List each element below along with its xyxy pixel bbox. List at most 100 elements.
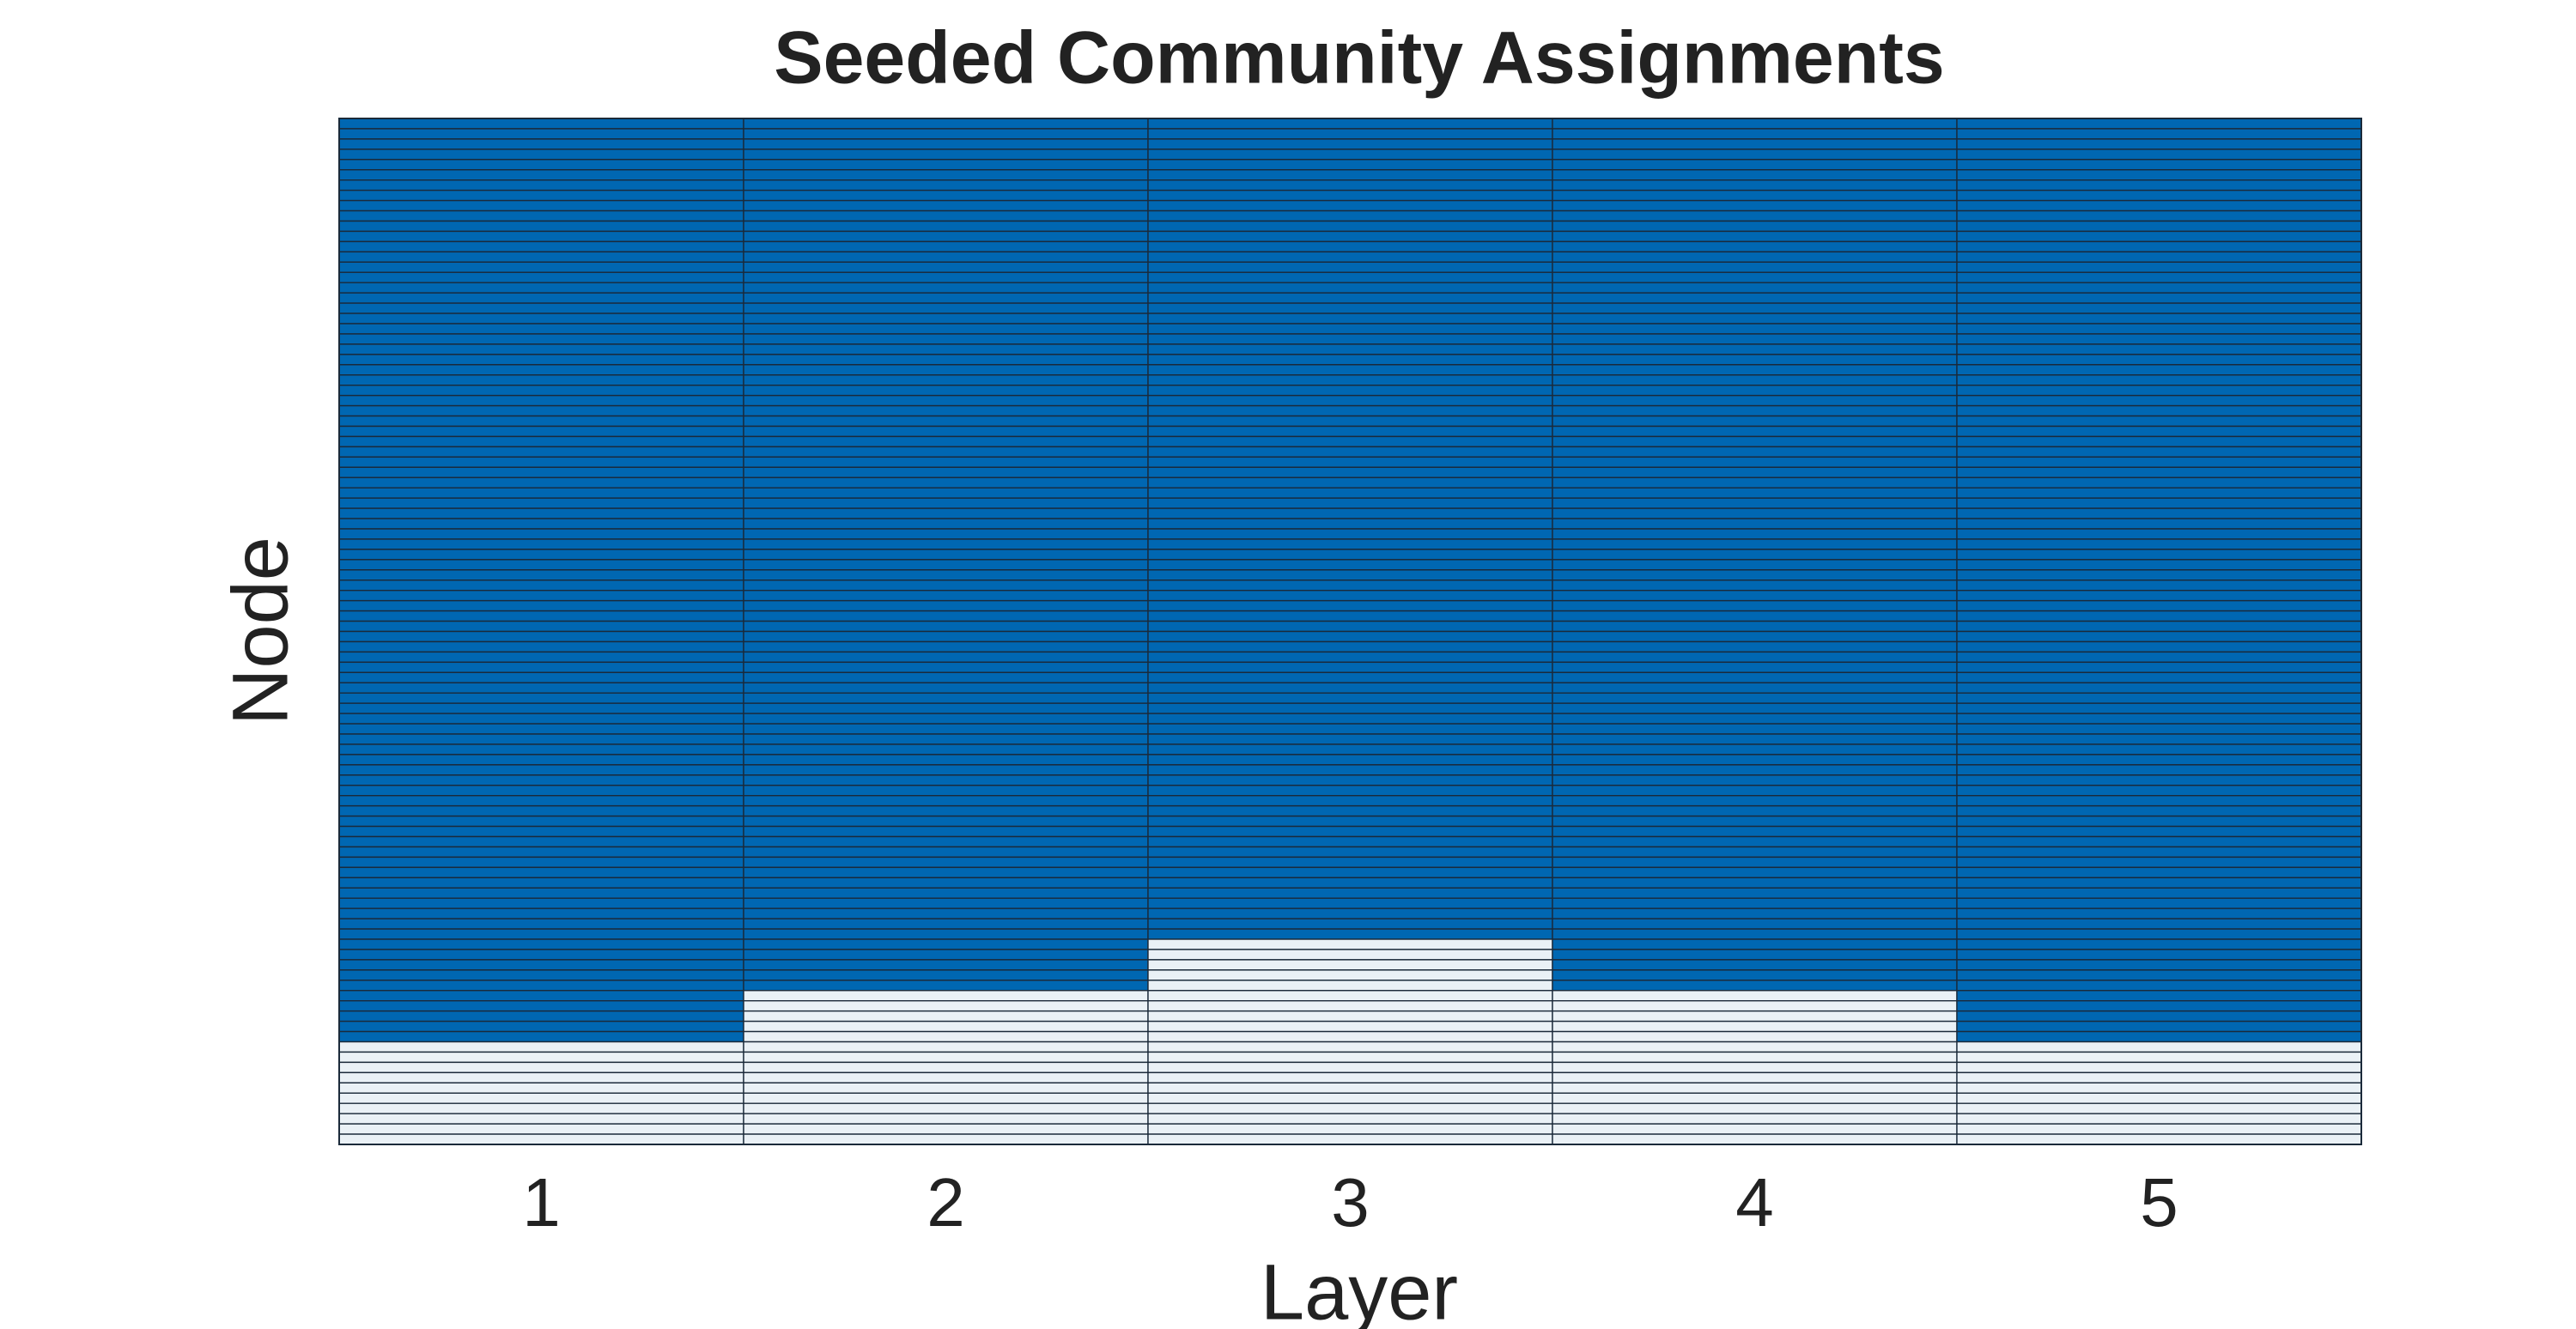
heatmap-cell — [743, 1113, 1149, 1125]
heatmap-cell — [1956, 907, 2362, 919]
heatmap-cell — [743, 877, 1149, 889]
heatmap-cell — [1147, 292, 1553, 304]
heatmap-cell — [1147, 415, 1553, 428]
heatmap-cell — [743, 251, 1149, 264]
heatmap-cell — [1147, 774, 1553, 786]
heatmap-cell — [1956, 846, 2362, 859]
heatmap-cell — [338, 969, 744, 981]
heatmap-cell — [743, 846, 1149, 859]
heatmap-cell — [338, 323, 744, 335]
heatmap-cell — [743, 754, 1149, 766]
heatmap-cell — [1956, 825, 2362, 838]
heatmap-cell — [1552, 795, 1958, 807]
heatmap-cell — [338, 887, 744, 899]
heatmap-cell — [743, 795, 1149, 807]
heatmap-cell — [1147, 959, 1553, 971]
heatmap-cell — [1552, 754, 1958, 766]
heatmap-cell — [338, 795, 744, 807]
heatmap-cell — [338, 271, 744, 283]
heatmap-cell — [743, 456, 1149, 468]
heatmap-cell — [338, 733, 744, 745]
heatmap-cell — [743, 292, 1149, 304]
heatmap-cell — [1552, 866, 1958, 878]
heatmap-cell — [743, 959, 1149, 971]
heatmap-cell — [1552, 323, 1958, 335]
heatmap-cell — [1956, 949, 2362, 961]
heatmap-cell — [338, 179, 744, 191]
heatmap-cell — [1147, 261, 1553, 273]
heatmap-cell — [1147, 990, 1553, 1002]
heatmap-cell — [1147, 209, 1553, 222]
heatmap-cell — [743, 661, 1149, 673]
heatmap-cell — [338, 959, 744, 971]
heatmap-cell — [1147, 343, 1553, 355]
heatmap-cell — [1956, 980, 2362, 992]
heatmap-cell — [338, 897, 744, 909]
heatmap-cell — [1956, 159, 2362, 171]
heatmap-cell — [338, 569, 744, 581]
heatmap-cell — [1956, 118, 2362, 130]
heatmap-cell — [743, 866, 1149, 878]
heatmap-cell — [338, 702, 744, 714]
heatmap-cell — [1147, 333, 1553, 345]
heatmap-cell — [1956, 877, 2362, 889]
heatmap-cell — [743, 404, 1149, 417]
heatmap-cell — [1956, 661, 2362, 673]
plot-frame — [338, 118, 2362, 1145]
heatmap-cell — [1956, 313, 2362, 325]
heatmap-cell — [1552, 569, 1958, 581]
heatmap-cell — [743, 785, 1149, 797]
heatmap-cell — [1956, 999, 2362, 1012]
heatmap-cell — [1956, 199, 2362, 212]
heatmap-cell — [743, 476, 1149, 489]
heatmap-cell — [338, 476, 744, 489]
heatmap-cell — [743, 1051, 1149, 1064]
heatmap-cell — [1552, 610, 1958, 622]
heatmap-cell — [1552, 959, 1958, 971]
heatmap-cell — [1956, 1092, 2362, 1104]
heatmap-cell — [1147, 302, 1553, 314]
x-tick-label: 4 — [1735, 1164, 1774, 1241]
heatmap-cell — [1147, 1123, 1553, 1135]
heatmap-cell — [1552, 333, 1958, 345]
heatmap-cell — [743, 692, 1149, 704]
heatmap-cell — [1147, 549, 1553, 561]
heatmap-cell — [1147, 251, 1553, 264]
heatmap-cell — [1552, 559, 1958, 571]
heatmap-cell — [1552, 804, 1958, 817]
heatmap-cell — [743, 261, 1149, 273]
heatmap-cell — [338, 559, 744, 571]
heatmap-cell — [1147, 569, 1553, 581]
heatmap-cell — [1147, 599, 1553, 612]
heatmap-cell — [1147, 497, 1553, 509]
heatmap-cell — [1552, 825, 1958, 838]
heatmap-cell — [1552, 1113, 1958, 1125]
heatmap-cell — [338, 549, 744, 561]
heatmap-cell — [1147, 999, 1553, 1012]
heatmap-cell — [338, 1071, 744, 1083]
heatmap-cell — [743, 559, 1149, 571]
heatmap-cell — [1552, 374, 1958, 386]
heatmap-cell — [1552, 1092, 1958, 1104]
heatmap-cell — [1956, 590, 2362, 602]
heatmap-cell — [743, 364, 1149, 376]
heatmap-cell — [1956, 682, 2362, 694]
heatmap-cell — [743, 733, 1149, 745]
heatmap-cell — [1956, 374, 2362, 386]
heatmap-cell — [338, 743, 744, 756]
heatmap-cell — [743, 1082, 1149, 1094]
heatmap-cell — [1552, 907, 1958, 919]
heatmap-cell — [1552, 1061, 1958, 1074]
heatmap-cell — [338, 538, 744, 550]
heatmap-cell — [743, 220, 1149, 233]
heatmap-cell — [338, 1010, 744, 1023]
heatmap-cell — [1552, 466, 1958, 478]
heatmap-cell — [743, 538, 1149, 550]
heatmap-cell — [1956, 1061, 2362, 1074]
heatmap-cell — [743, 1133, 1149, 1145]
heatmap-cell — [1552, 743, 1958, 756]
heatmap-cell — [1956, 1071, 2362, 1083]
heatmap-cell — [338, 1020, 744, 1033]
heatmap-cell — [1147, 128, 1553, 140]
heatmap-cell — [1956, 733, 2362, 745]
